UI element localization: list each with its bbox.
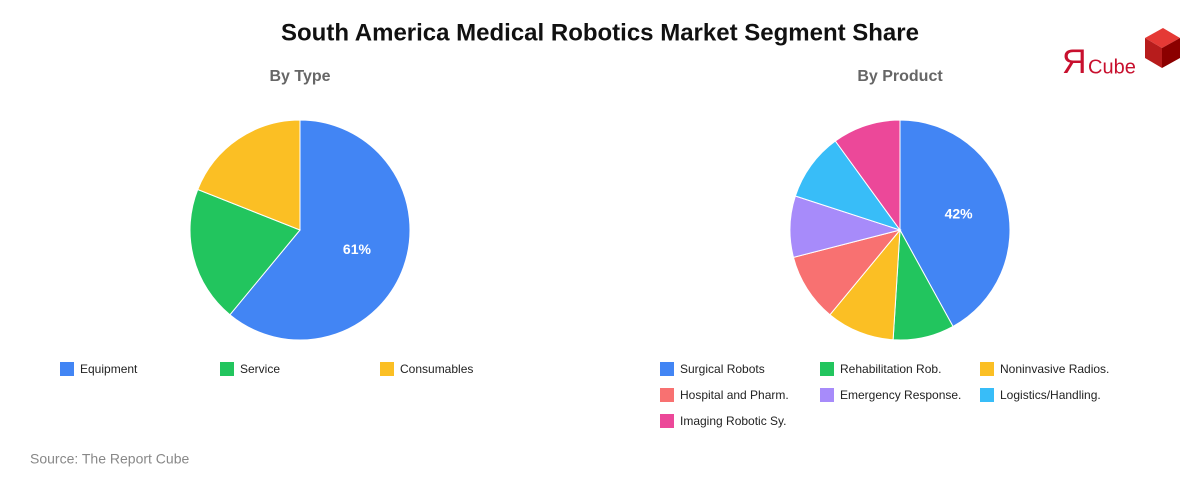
data-label: 42% (945, 206, 974, 222)
legend-swatch (820, 388, 834, 402)
legend-swatch (820, 362, 834, 376)
source: Source: The Report Cube (30, 451, 189, 467)
legend-label: Logistics/Handling. (1000, 388, 1101, 402)
legend-swatch (980, 362, 994, 376)
legend-label: Imaging Robotic Sy. (680, 414, 787, 428)
legend-label: Hospital and Pharm. (680, 388, 789, 402)
pie-slice (197, 119, 301, 231)
logo-cube-left (1145, 38, 1162, 68)
legend-swatch (60, 362, 74, 376)
legend-swatch (980, 388, 994, 402)
pie-slice (834, 119, 901, 232)
legend-label: Service (240, 362, 280, 376)
pie-slice (899, 119, 1011, 328)
logo: Я Cube (1062, 28, 1180, 81)
legend-label: Surgical Robots (680, 362, 765, 376)
chart-subtitle: By Type (269, 68, 330, 85)
legend-label: Rehabilitation Rob. (840, 362, 941, 376)
legend-swatch (660, 362, 674, 376)
pie-slice (189, 188, 301, 316)
chart-subtitle: By Product (857, 68, 943, 85)
legend-swatch (380, 362, 394, 376)
logo-text: Cube (1088, 56, 1136, 78)
pie-slice (229, 119, 411, 341)
legend-label: Equipment (80, 362, 138, 376)
legend-swatch (220, 362, 234, 376)
legend-swatch (660, 388, 674, 402)
logo-cube-top (1145, 28, 1180, 48)
data-label: 61% (343, 241, 372, 257)
legend-label: Consumables (400, 362, 473, 376)
legend-label: Emergency Response. (840, 388, 961, 402)
logo-mark: Я (1062, 43, 1087, 81)
page-title: South America Medical Robotics Market Se… (281, 19, 919, 46)
legend-label: Noninvasive Radios. (1000, 362, 1109, 376)
legend-swatch (660, 414, 674, 428)
logo-cube-right (1162, 38, 1180, 68)
